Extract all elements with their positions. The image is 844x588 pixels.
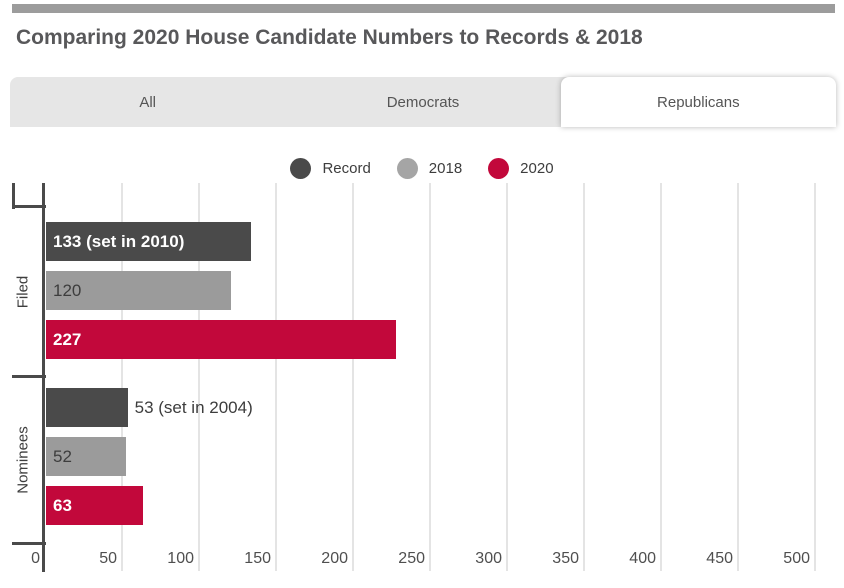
bar-nominees-record[interactable] [46,388,128,427]
bar-value-label: 133 (set in 2010) [53,232,185,251]
x-axis-tick-label: 50 [99,550,117,567]
category-label-nominees: Nominees [14,426,32,494]
gridline [814,183,816,571]
bar-filed-2018[interactable] [46,271,231,310]
y-axis-tick [12,205,46,208]
y-axis-tick [12,542,46,545]
bar-filed-2020[interactable] [46,320,396,359]
gridline [352,183,354,571]
bar-nominees-2020[interactable] [46,486,144,525]
legend-label: 2020 [520,159,554,177]
legend-item-2018[interactable]: 2018 [396,157,463,179]
x-axis-tick-label: 350 [552,550,579,567]
y-axis-domain-cap [12,183,15,209]
x-axis-tick-label: 100 [167,550,194,567]
tab-bar: All Democrats Republicans [10,77,836,127]
tab-republicans[interactable]: Republicans [560,77,836,127]
bar-value-label: 227 [53,330,82,349]
category-label-filed: Filed [14,275,32,308]
bar-value-label: 53 (set in 2004) [134,398,253,417]
x-axis-tick-label: 450 [706,550,733,567]
legend-swatch-icon [396,157,418,179]
gridline [198,183,200,571]
legend-item-record[interactable]: Record [290,157,371,179]
gridline [737,183,739,571]
bar-value-label: 52 [53,447,72,466]
x-axis-tick-label: 300 [475,550,502,567]
legend-label: Record [322,159,371,177]
gridline [275,183,277,571]
bar-nominees-2018[interactable] [46,437,127,476]
x-axis-tick-label: 0 [31,550,40,567]
legend-label: 2018 [428,159,463,177]
tab-democrats[interactable]: Democrats [386,93,460,111]
gridline [429,183,431,571]
gridline [583,183,585,571]
x-axis-tick-label: 150 [244,550,271,567]
gridline [660,183,662,571]
legend: Record 2018 2020 [0,152,844,184]
x-axis-tick-label: 200 [321,550,348,567]
x-axis-tick-label: 500 [783,550,810,567]
page-title: Comparing 2020 House Candidate Numbers t… [16,26,643,49]
x-axis-tick-label: 400 [629,550,656,567]
legend-item-2020[interactable]: 2020 [488,157,554,179]
tab-all[interactable]: All [139,93,156,111]
top-accent-bar [12,4,835,13]
bar-filed-record[interactable] [46,222,251,261]
gridline [506,183,508,571]
y-axis-tick [12,375,46,378]
x-axis-tick-label: 250 [398,550,425,567]
legend-swatch-icon [488,157,510,179]
legend-swatch-icon [290,157,312,179]
bar-value-label: 120 [53,281,82,300]
gridline [121,183,123,571]
bar-value-label: 63 [53,496,72,515]
